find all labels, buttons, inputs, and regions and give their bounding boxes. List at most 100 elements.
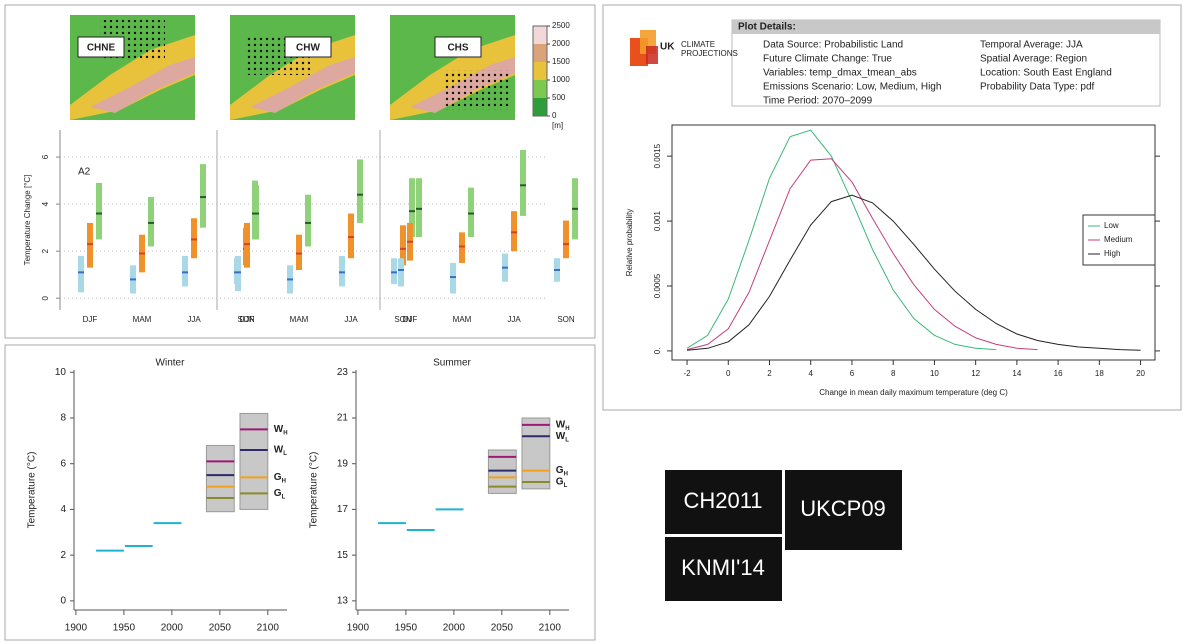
y-tick-label: 0 bbox=[60, 595, 66, 606]
box-label: KNMI'14 bbox=[681, 555, 765, 580]
x-tick-label: 12 bbox=[971, 369, 980, 378]
y-tick-label: 10 bbox=[55, 367, 67, 378]
y-axis-label: Temperature (°C) bbox=[27, 452, 38, 529]
series-label-sub: L bbox=[565, 437, 569, 443]
y-tick-label: 4 bbox=[60, 504, 66, 515]
details-header bbox=[732, 20, 1160, 34]
y-tick-label: 0.0015 bbox=[653, 143, 662, 168]
colorbar-label: 2500 bbox=[552, 21, 570, 30]
detail-text: Variables: temp_dmax_tmean_abs bbox=[763, 68, 917, 79]
detail-text: Future Climate Change: True bbox=[763, 54, 892, 65]
series-label: GH bbox=[274, 472, 286, 484]
range-box bbox=[240, 413, 268, 509]
y-tick-label: 4 bbox=[41, 201, 50, 206]
legend-label: Medium bbox=[1104, 235, 1133, 244]
chart-title: Winter bbox=[156, 358, 186, 369]
details-title: Plot Details: bbox=[738, 22, 796, 33]
annotation: A2 bbox=[78, 167, 91, 178]
range-bar bbox=[305, 195, 311, 247]
x-tick-label: 16 bbox=[1054, 369, 1063, 378]
series-label: WH bbox=[556, 419, 570, 431]
x-tick-label: 2100 bbox=[257, 623, 280, 634]
series-label-sub: L bbox=[282, 494, 286, 500]
series-label-sub: H bbox=[564, 471, 568, 477]
x-tick-label: MAM bbox=[290, 315, 309, 324]
colorbar-label: 1000 bbox=[552, 75, 570, 84]
colorbar-label: 500 bbox=[552, 93, 566, 102]
range-bar bbox=[398, 258, 404, 286]
range-bar bbox=[200, 164, 206, 228]
page: CH2011 UKCP09 KNMI'14 CHNECHWCHS25002000… bbox=[0, 0, 1186, 643]
x-tick-label: DJF bbox=[403, 315, 418, 324]
range-bar bbox=[348, 214, 354, 259]
y-tick-label: 6 bbox=[60, 458, 66, 469]
y-axis-label: Temperature (°C) bbox=[309, 452, 320, 529]
logo-text: UK bbox=[660, 42, 675, 53]
map-label: CHNE bbox=[87, 43, 116, 54]
range-bar bbox=[235, 256, 241, 291]
y-tick-label: 0.001 bbox=[653, 211, 662, 232]
series-label: GL bbox=[556, 477, 568, 489]
x-tick-label: 1900 bbox=[65, 623, 88, 634]
range-bar bbox=[244, 223, 250, 268]
x-tick-label: 1900 bbox=[347, 623, 370, 634]
x-tick-label: 2 bbox=[767, 369, 772, 378]
x-tick-label: DJF bbox=[240, 315, 255, 324]
detail-text: Probability Data Type: pdf bbox=[980, 82, 1095, 93]
y-tick-label: 0. bbox=[653, 348, 662, 355]
y-tick-label: 21 bbox=[337, 413, 349, 424]
box-label: CH2011 bbox=[683, 488, 762, 513]
range-bar bbox=[459, 232, 465, 263]
range-bar bbox=[96, 183, 102, 239]
y-tick-label: 6 bbox=[41, 154, 50, 159]
y-tick-label: 13 bbox=[337, 595, 349, 606]
colorbar-unit: [m] bbox=[552, 121, 563, 130]
detail-text: Time Period: 2070–2099 bbox=[763, 96, 873, 107]
y-tick-label: 19 bbox=[337, 458, 349, 469]
range-bar bbox=[468, 188, 474, 237]
x-tick-label: 4 bbox=[809, 369, 814, 378]
x-tick-label: SON bbox=[557, 315, 575, 324]
detail-text: Emissions Scenario: Low, Medium, High bbox=[763, 82, 941, 93]
colorbar-label: 2000 bbox=[552, 39, 570, 48]
x-tick-label: 8 bbox=[891, 369, 896, 378]
range-bar bbox=[357, 159, 363, 223]
x-tick-label: MAM bbox=[133, 315, 152, 324]
series-label-sub: H bbox=[565, 425, 569, 431]
x-tick-label: 20 bbox=[1136, 369, 1145, 378]
x-axis-label: Change in mean daily maximum temperature… bbox=[819, 388, 1008, 397]
x-tick-label: JJA bbox=[187, 315, 201, 324]
range-bar bbox=[416, 178, 422, 237]
series-label: GL bbox=[274, 488, 286, 500]
x-tick-label: 2050 bbox=[491, 623, 514, 634]
range-bar bbox=[511, 211, 517, 251]
series-label: GH bbox=[556, 465, 568, 477]
series-label-sub: L bbox=[564, 483, 568, 489]
x-tick-label: 2000 bbox=[161, 623, 184, 634]
y-tick-label: 15 bbox=[337, 550, 349, 561]
x-tick-label: 10 bbox=[930, 369, 939, 378]
legend-label: High bbox=[1104, 249, 1120, 258]
range-bar bbox=[520, 150, 526, 216]
y-tick-label: 23 bbox=[337, 367, 349, 378]
range-bar bbox=[296, 235, 302, 270]
series-line bbox=[687, 195, 1141, 350]
map-region bbox=[445, 70, 510, 110]
range-bar bbox=[191, 218, 197, 258]
colorbar-label: 1500 bbox=[552, 57, 570, 66]
colorbar bbox=[533, 26, 547, 116]
logo-text: CLIMATE bbox=[681, 40, 715, 49]
x-tick-label: 18 bbox=[1095, 369, 1104, 378]
detail-text: Temporal Average: JJA bbox=[980, 40, 1083, 51]
legend-label: Low bbox=[1104, 221, 1119, 230]
logo-mark bbox=[630, 30, 658, 66]
series-label: WH bbox=[274, 424, 288, 436]
y-tick-label: 2 bbox=[60, 550, 66, 561]
y-tick-label: 0 bbox=[41, 295, 50, 300]
range-bar bbox=[563, 221, 569, 259]
y-tick-label: 17 bbox=[337, 504, 349, 515]
x-tick-label: 2050 bbox=[209, 623, 232, 634]
detail-text: Location: South East England bbox=[980, 68, 1112, 79]
map-label: CHW bbox=[296, 43, 320, 54]
x-tick-label: 2000 bbox=[443, 623, 466, 634]
